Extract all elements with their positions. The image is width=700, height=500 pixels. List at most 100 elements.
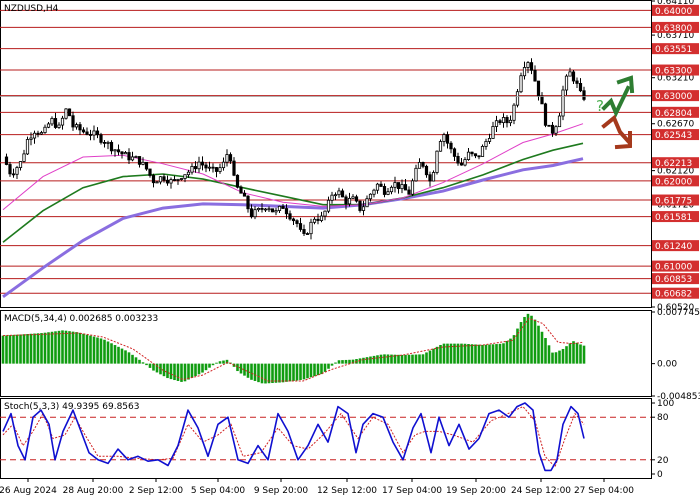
candle-bull [515, 91, 520, 106]
price-axis: 0.64110 0.63710 0.63210 0.62670 0.62120 0.617… [651, 0, 694, 313]
candle-bull [92, 130, 96, 136]
macd-bar [302, 363, 306, 380]
macd-bar [8, 335, 12, 364]
macd-bar [1, 335, 5, 364]
macd-bar [323, 363, 327, 372]
macd-bar [407, 354, 411, 364]
macd-bar [544, 338, 547, 364]
macd-bar [309, 363, 313, 378]
candle-bear [281, 205, 285, 209]
candle-bear [470, 151, 474, 155]
level-label: 0.62804 [655, 109, 692, 119]
time-tick-label: 28 Aug 20:00 [63, 486, 124, 496]
stochastic-levels [0, 416, 651, 461]
macd-bar [551, 352, 554, 364]
candle-bear [78, 124, 82, 131]
up-arrow-stem [601, 85, 631, 118]
candle-bear [204, 164, 208, 169]
macd-bar [267, 363, 271, 384]
macd-bar [211, 363, 215, 366]
candle-bull [466, 151, 471, 160]
macd-bar [117, 346, 120, 364]
macd-bar [155, 363, 159, 373]
candle-bear [4, 156, 9, 165]
candle-bear [242, 192, 247, 197]
time-tick-label: 19 Sep 20:00 [446, 486, 506, 496]
level-label: 0.61775 [655, 197, 692, 207]
candle-bull [375, 183, 380, 191]
candle-bull [484, 141, 488, 147]
macd-bar [376, 355, 379, 364]
macd-bar [530, 315, 533, 364]
candle-bull [487, 138, 492, 142]
candle-bull [60, 117, 65, 126]
level-label-box [652, 157, 699, 169]
candle-bear [477, 155, 481, 158]
macd-bar [467, 344, 470, 364]
macd-tick-label: -0.004853 [657, 392, 700, 402]
macd-bar [425, 352, 428, 364]
stochastic-tick-label: 20 [657, 456, 669, 466]
time-tick-label: 2 Sep 12:00 [129, 486, 184, 496]
candle-bear [396, 182, 401, 190]
macd-bar [460, 343, 463, 364]
level-label-box [652, 287, 699, 299]
macd-bar [197, 363, 201, 375]
macd-bar [15, 334, 19, 364]
macd-bar [397, 354, 400, 364]
macd-bar [131, 354, 134, 364]
candle-bull [15, 167, 19, 175]
candle-bear [85, 131, 89, 135]
macd-bar [502, 343, 505, 364]
candle-bear [99, 134, 103, 143]
candle-bear [379, 183, 383, 187]
candle-bear [36, 132, 40, 135]
level-label: 0.64000 [655, 7, 692, 17]
macd-signal-path [2, 317, 584, 382]
candle-bull [554, 126, 558, 134]
candle-bull [32, 132, 37, 139]
macd-bar [330, 363, 334, 366]
macd-tick-label: 0.00 [657, 360, 677, 370]
candlesticks [4, 58, 586, 240]
macd-bar [127, 352, 131, 364]
macd-bar [316, 363, 320, 376]
candle-bull [183, 174, 187, 179]
macd-bar [225, 359, 229, 364]
level-label-box [652, 260, 699, 272]
candle-bull [323, 210, 327, 217]
candle-bull [141, 161, 145, 165]
candle-bull [50, 118, 54, 125]
candle-bull [57, 124, 61, 128]
macd-bar [85, 334, 89, 364]
macd-bar [250, 363, 253, 380]
level-label-box [652, 90, 699, 102]
macd-bar [68, 331, 71, 364]
macd-bar [390, 354, 393, 364]
candle-bear [459, 162, 464, 166]
macd-bar [418, 354, 421, 364]
macd-panel-frame [0, 310, 652, 397]
macd-bar [558, 350, 561, 364]
candle-bear [88, 134, 93, 136]
time-axis: 26 Aug 2024 28 Aug 20:00 2 Sep 12:00 5 Sep … [0, 478, 634, 496]
macd-bar [176, 363, 180, 381]
macd-bar [187, 363, 190, 380]
candle-bear [340, 190, 345, 198]
candle-bear [200, 161, 205, 166]
candle-bear [116, 149, 121, 153]
stochastic-tick-label: 80 [657, 413, 669, 423]
time-tick-label: 27 Sep 04:00 [574, 486, 634, 496]
macd-bar [22, 334, 26, 364]
candle-bear [403, 184, 408, 191]
macd-bar [411, 354, 414, 364]
candle-bull [218, 167, 222, 172]
candle-bear [298, 223, 303, 230]
candle-bear [452, 148, 457, 157]
price-tick-label: 0.60520 [657, 303, 694, 313]
price-tick-label: 0.63210 [657, 74, 694, 84]
macd-bar [99, 338, 103, 364]
question-mark: ? [596, 97, 604, 115]
candle-bear [578, 83, 583, 92]
